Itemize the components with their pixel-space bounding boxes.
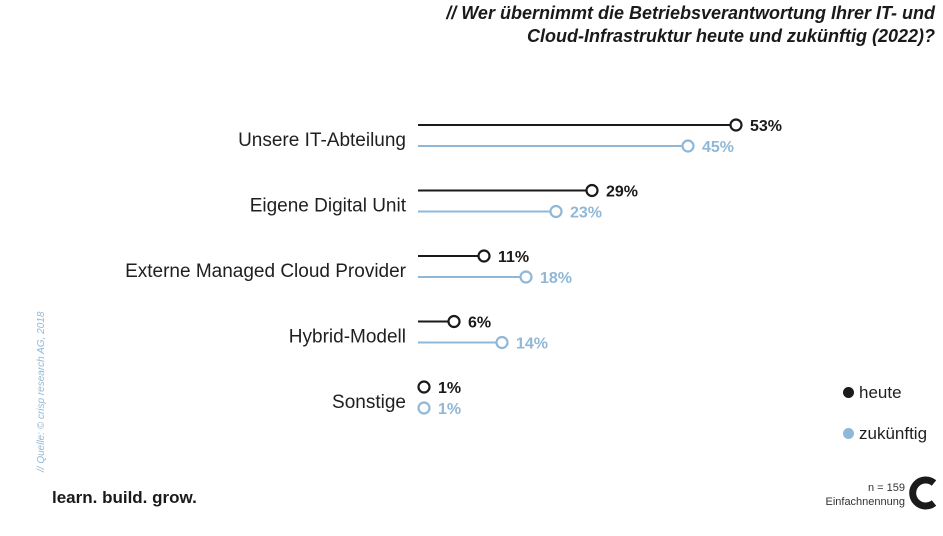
dot-heute-externe-managed-cloud-provider — [477, 249, 491, 263]
source-note: // Quelle: © crisp research AG, 2018 — [36, 311, 47, 472]
sample-size: n = 159 — [867, 482, 905, 494]
value-label-heute-externe-managed-cloud-provider: 11% — [498, 249, 529, 266]
value-label-zuk-nftig-sonstige: 1% — [438, 401, 461, 418]
category-label-hybrid-modell: Hybrid-Modell — [289, 327, 406, 348]
sample-info: n = 159 Einfachnennung — [825, 481, 905, 509]
dot-zuk-nftig-externe-managed-cloud-provider — [519, 270, 533, 284]
dot-zuk-nftig-unsere-it-abteilung — [681, 139, 695, 153]
slogan: learn. build. grow. — [52, 488, 197, 507]
value-label-heute-unsere-it-abteilung: 53% — [750, 118, 782, 135]
legend-item-heute: heute — [843, 383, 902, 403]
category-label-unsere-it-abteilung: Unsere IT-Abteilung — [238, 130, 406, 151]
crisp-logo-icon — [909, 476, 937, 510]
legend-swatch-heute — [843, 387, 854, 398]
value-label-heute-eigene-digital-unit: 29% — [606, 184, 638, 201]
chart-title-line-2: Cloud-Infrastruktur heute und zukünftig … — [527, 26, 935, 46]
dot-zuk-nftig-hybrid-modell — [495, 335, 509, 350]
legend-item-zukuenftig: zukünftig — [843, 424, 927, 444]
dot-heute-unsere-it-abteilung — [729, 118, 743, 132]
category-label-externe-managed-cloud-provider: Externe Managed Cloud Provider — [125, 261, 407, 282]
category-label-sonstige: Sonstige — [332, 392, 406, 413]
value-label-zuk-nftig-hybrid-modell: 14% — [516, 336, 548, 353]
value-label-zuk-nftig-eigene-digital-unit: 23% — [570, 205, 602, 222]
dot-heute-hybrid-modell — [447, 314, 461, 329]
chart-title: // Wer übernimmt die Betriebsverantwortu… — [175, 2, 935, 48]
legend-swatch-zukuenftig — [843, 428, 854, 439]
value-label-heute-hybrid-modell: 6% — [468, 315, 491, 332]
value-label-zuk-nftig-unsere-it-abteilung: 45% — [702, 139, 734, 156]
answer-type: Einfachnennung — [825, 496, 905, 508]
lollipop-chart: Unsere IT-Abteilung 53% 45% Eigene Digital … — [125, 118, 782, 418]
category-label-eigene-digital-unit: Eigene Digital Unit — [250, 196, 407, 217]
value-label-heute-sonstige: 1% — [438, 380, 461, 397]
dot-zuk-nftig-sonstige — [417, 401, 431, 415]
value-label-zuk-nftig-externe-managed-cloud-provider: 18% — [540, 270, 572, 287]
legend-label-heute: heute — [859, 383, 902, 402]
dot-heute-sonstige — [417, 380, 431, 394]
dot-zuk-nftig-eigene-digital-unit — [549, 204, 563, 219]
dot-heute-eigene-digital-unit — [585, 183, 599, 198]
chart-title-line-1: // Wer übernimmt die Betriebsverantwortu… — [446, 3, 935, 23]
legend-label-zukuenftig: zukünftig — [859, 424, 928, 443]
